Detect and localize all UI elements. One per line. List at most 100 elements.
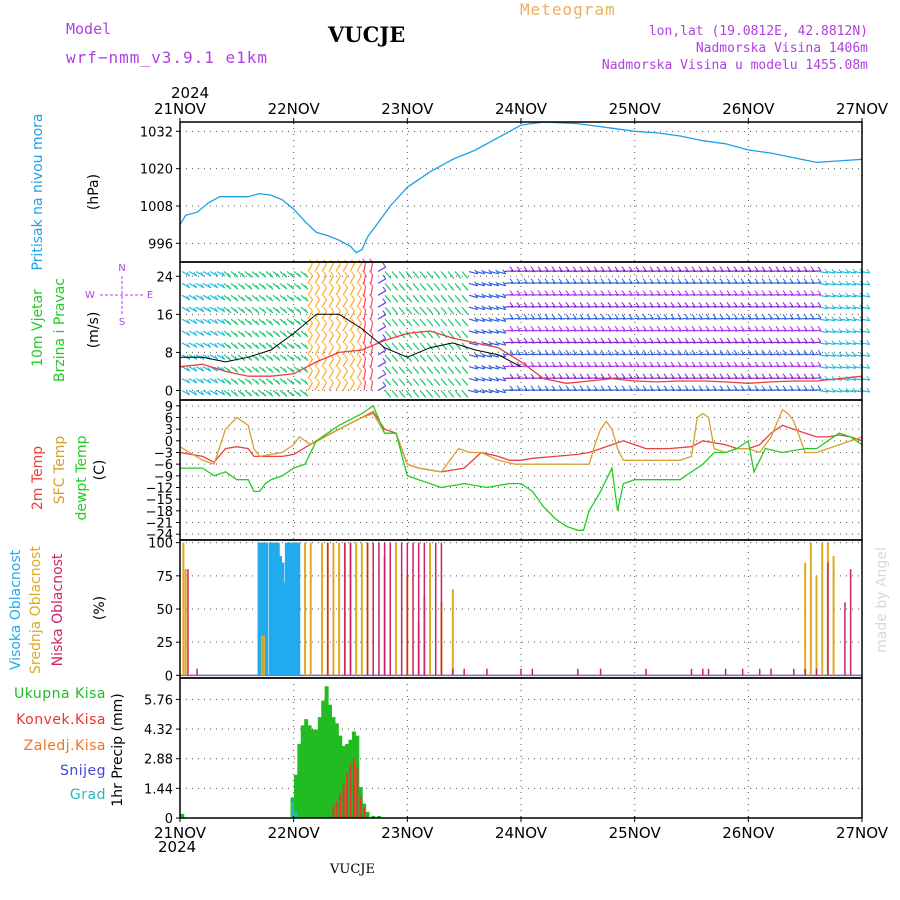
wind-barb-flag [740,373,745,379]
wind-barb [363,322,367,332]
wind-barb [517,365,528,368]
wind-barb-flag [369,294,373,299]
wind-barb-flag [457,333,462,339]
wind-barb-flag [600,373,605,379]
wind-barb [818,306,828,310]
wind-barb-flag [323,366,327,372]
wind-barb-flag [537,361,542,367]
wind-barb-flag [635,385,640,390]
wind-barb-flag [436,309,441,315]
wind-barb [636,377,647,380]
wind-barb [748,353,759,356]
wind-barb [692,270,703,273]
wind-barb [615,389,626,392]
wind-barb-flag [600,302,605,307]
precip-bar [324,686,329,818]
wind-barb-flag [450,286,455,291]
cloud-bar [758,668,761,676]
wind-barb [832,342,842,346]
wind-barb [783,365,794,368]
wind-barb [629,389,640,392]
wind-barb [363,345,367,355]
wind-barb [587,270,598,273]
wind-barb [797,365,808,368]
wind-barb-flag [593,290,598,295]
pressure-axis-unit: (hPa) [86,174,102,210]
wind-barb [720,305,731,308]
wind-barb [825,389,835,393]
wind-barb [510,341,521,344]
wind-barb-flag [621,385,626,390]
wind-barb-flag [768,278,773,283]
wind-barb-flag [387,345,392,351]
wind-barb [664,341,675,344]
wind-barb-flag [207,271,212,277]
wind-barb-flag [544,337,549,343]
wind-barb-flag [304,356,309,361]
wind-barb [342,382,349,391]
wind-barb-flag [810,290,815,295]
wind-barb-flag [436,357,441,362]
wind-barb [615,353,626,356]
wind-barb-flag [221,271,226,277]
x-tick-label-top: 24NOV [495,100,548,118]
cloud-bar [531,668,534,676]
wind-barb [468,342,478,346]
wind-barb [818,366,828,369]
wind-barb-flag [316,283,320,288]
wind-barb-flag [719,337,724,343]
wind-barb-flag [789,278,794,283]
wind-barb-flag [628,373,633,379]
wind-barb [307,299,314,308]
wind-barb-flag [516,314,521,319]
temp-axis-unit: (C) [92,460,108,481]
wind-barb [650,389,661,392]
wind-barb-flag [200,378,205,384]
wind-barb-flag [817,373,822,379]
wind-barb-flag [523,302,528,307]
panel-frame-temperature [179,399,863,541]
cloud-bar [440,542,443,676]
wind-barb-flag [509,278,514,283]
wind-barb [307,382,314,391]
wind-barb-flag [369,353,373,359]
wind-barb-flag [221,283,226,289]
wind-barb-flag [614,349,619,355]
wind-barb-flag [635,349,640,355]
wind-barb-flag [677,290,682,295]
wind-barb-flag [684,266,689,272]
wind-barb-flag [747,325,752,331]
wind-barb [783,305,794,308]
wind-barb [202,270,212,277]
wind-barb-flag [362,305,366,311]
wind-barb-flag [255,380,260,385]
wind-barb-flag [635,302,640,307]
cloud-axis-title-low: Niska Oblacnost [50,553,66,666]
wind-barb [209,282,219,289]
wind-barb-flag [186,390,191,396]
wind-barb-flag [670,278,675,283]
wind-barb-flag [269,368,274,373]
wind-barb [720,329,731,332]
wind-barb-flag [523,278,528,283]
wind-barb-flag [754,373,759,379]
wind-barb-flag [387,333,392,339]
wind-barb [328,263,335,272]
wind-barb-flag [705,361,710,367]
wind-barb-flag [304,380,309,385]
wind-barb-flag [768,314,773,319]
wind-barb-flag [607,278,612,283]
wind-barb [713,270,724,273]
wind-barb [692,305,703,308]
wind-barb-flag [768,302,773,307]
wind-barb [328,311,335,320]
wind-barb-flag [262,273,267,278]
wind-barb [636,305,647,308]
wind-barb [531,329,542,332]
wind-barb [608,365,619,368]
wind-barb [622,293,633,296]
wind-barb-flag [719,314,724,319]
wind-barb [349,358,356,367]
wind-barb-flag [607,302,612,307]
wind-barb [762,365,773,368]
